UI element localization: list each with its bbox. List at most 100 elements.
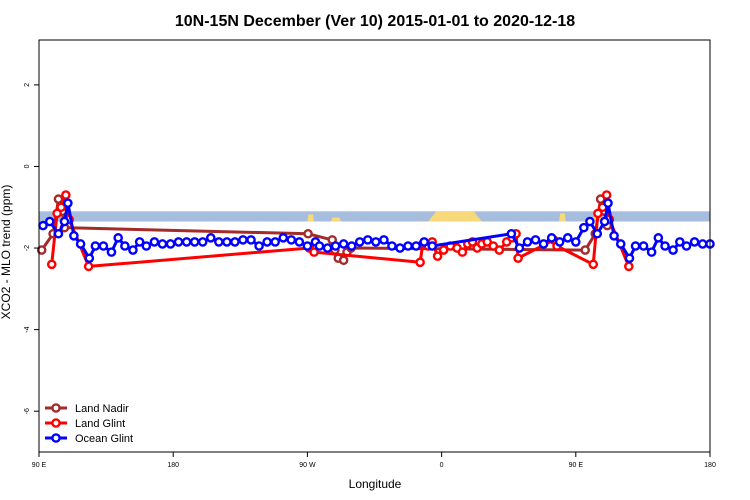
ocean-glint-point [98,241,109,251]
ocean-glint-point [338,239,349,249]
land-glint-point [438,245,449,255]
legend-label: Land Glint [75,418,125,430]
x-axis-label: Longitude [349,477,402,491]
ocean-glint-point [134,237,145,247]
y-axis: 2 0 -2 -4 -6 [24,83,39,414]
ocean-glint-point [675,237,685,247]
ocean-glint-point [106,247,117,257]
ocean-glint-point [395,243,405,253]
land-nadir-point [580,245,590,255]
ocean-glint-point [173,237,184,247]
land-nadir-point [303,228,313,239]
ocean-glint-point [624,253,635,264]
land-glint-point [593,208,603,219]
land-patch [559,213,566,222]
ocean-glint-point [205,233,216,243]
ocean-glint-point [554,237,565,247]
ocean-glint-point [120,241,130,251]
land-glint-point [61,190,71,200]
y-tick-label: -6 [24,408,31,414]
ocean-glint-point [286,235,297,245]
land-glint-point [601,190,612,200]
y-tick-label: 0 [24,164,31,168]
ocean-glint-point [230,237,240,247]
ocean-band [39,211,710,222]
land-glint-point [415,257,425,268]
ocean-glint-point [157,239,168,249]
land-glint-point [83,261,94,272]
ocean-glint-point [579,222,589,233]
ocean-glint-point [697,239,708,249]
ocean-glint-point [660,241,670,251]
ocean-glint-point [427,241,438,251]
ocean-glint-point [238,235,248,245]
ocean-glint-point [222,237,232,247]
ocean-glint-point [165,239,176,249]
ocean-glint-point [646,247,657,257]
ocean-glint-point [354,237,365,247]
ocean-glint-point [53,228,64,239]
ocean-glint-point [141,241,152,251]
y-tick-label: -2 [24,245,31,251]
ocean-glint-point [411,241,421,251]
ocean-glint-point [403,241,413,251]
land-glint-point [46,259,57,270]
ocean-glint-point [75,239,86,249]
ocean-glint-point [562,233,573,243]
ocean-glint-point [90,241,101,251]
ocean-glint-point [599,216,610,227]
ocean-glint-point [379,235,389,245]
legend-swatch-marker [51,403,61,413]
ocean-glint-point [506,228,517,239]
ocean-glint-point [346,241,357,251]
ocean-glint-point [653,233,664,243]
ocean-glint-point [181,237,192,247]
ocean-glint-point [294,237,305,247]
ocean-glint-point [270,237,280,247]
series-ocean-glint [38,198,715,264]
ocean-glint-point [419,237,429,247]
legend-item-ocean-glint: Ocean Glint [45,433,133,445]
ocean-glint-point [546,233,557,243]
ocean-glint-point [44,216,55,227]
land-glint-point [513,253,523,264]
ocean-glint-point [514,243,525,253]
ocean-glint-point [668,245,678,255]
ocean-glint-point [609,231,619,241]
background-band [39,211,710,222]
ocean-glint-point [371,237,381,247]
ocean-glint-point [278,233,289,243]
y-tick-label: -4 [24,326,31,332]
ocean-glint-point [330,241,341,251]
land-glint-point [494,245,505,255]
x-tick-label: 90 E [32,462,47,469]
legend-swatch-marker [51,418,61,428]
legend-label: Ocean Glint [75,433,133,445]
ocean-glint-point [246,235,256,245]
ocean-glint-point [59,216,70,227]
series-layer [36,190,715,272]
ocean-glint-point [603,198,613,208]
land-glint-point [309,247,319,257]
ocean-glint-point [149,237,160,247]
y-axis-label: XCO2 - MLO trend (ppm) [0,185,13,320]
ocean-glint-point [314,241,325,251]
land-patch [307,214,315,222]
legend-item-land-glint: Land Glint [45,418,125,430]
land-nadir-point [53,194,64,204]
ocean-glint-point [113,233,123,243]
ocean-glint-point [262,237,272,247]
land-nadir-point [338,255,349,266]
plot-frame [38,39,711,453]
x-tick-label: 180 [704,462,716,469]
ocean-glint-point [387,241,397,251]
legend: Land Nadir Land Glint Ocean Glint [45,403,133,445]
legend-item-land-nadir: Land Nadir [45,403,129,415]
land-glint-point [432,251,443,261]
land-patch [428,211,482,222]
ocean-glint-point [254,241,264,251]
chart-title: 10N-15N December (Ver 10) 2015-01-01 to … [175,13,575,30]
x-axis: 90 E 180 90 W 0 90 E 180 [32,452,716,469]
legend-swatch-marker [51,433,61,443]
